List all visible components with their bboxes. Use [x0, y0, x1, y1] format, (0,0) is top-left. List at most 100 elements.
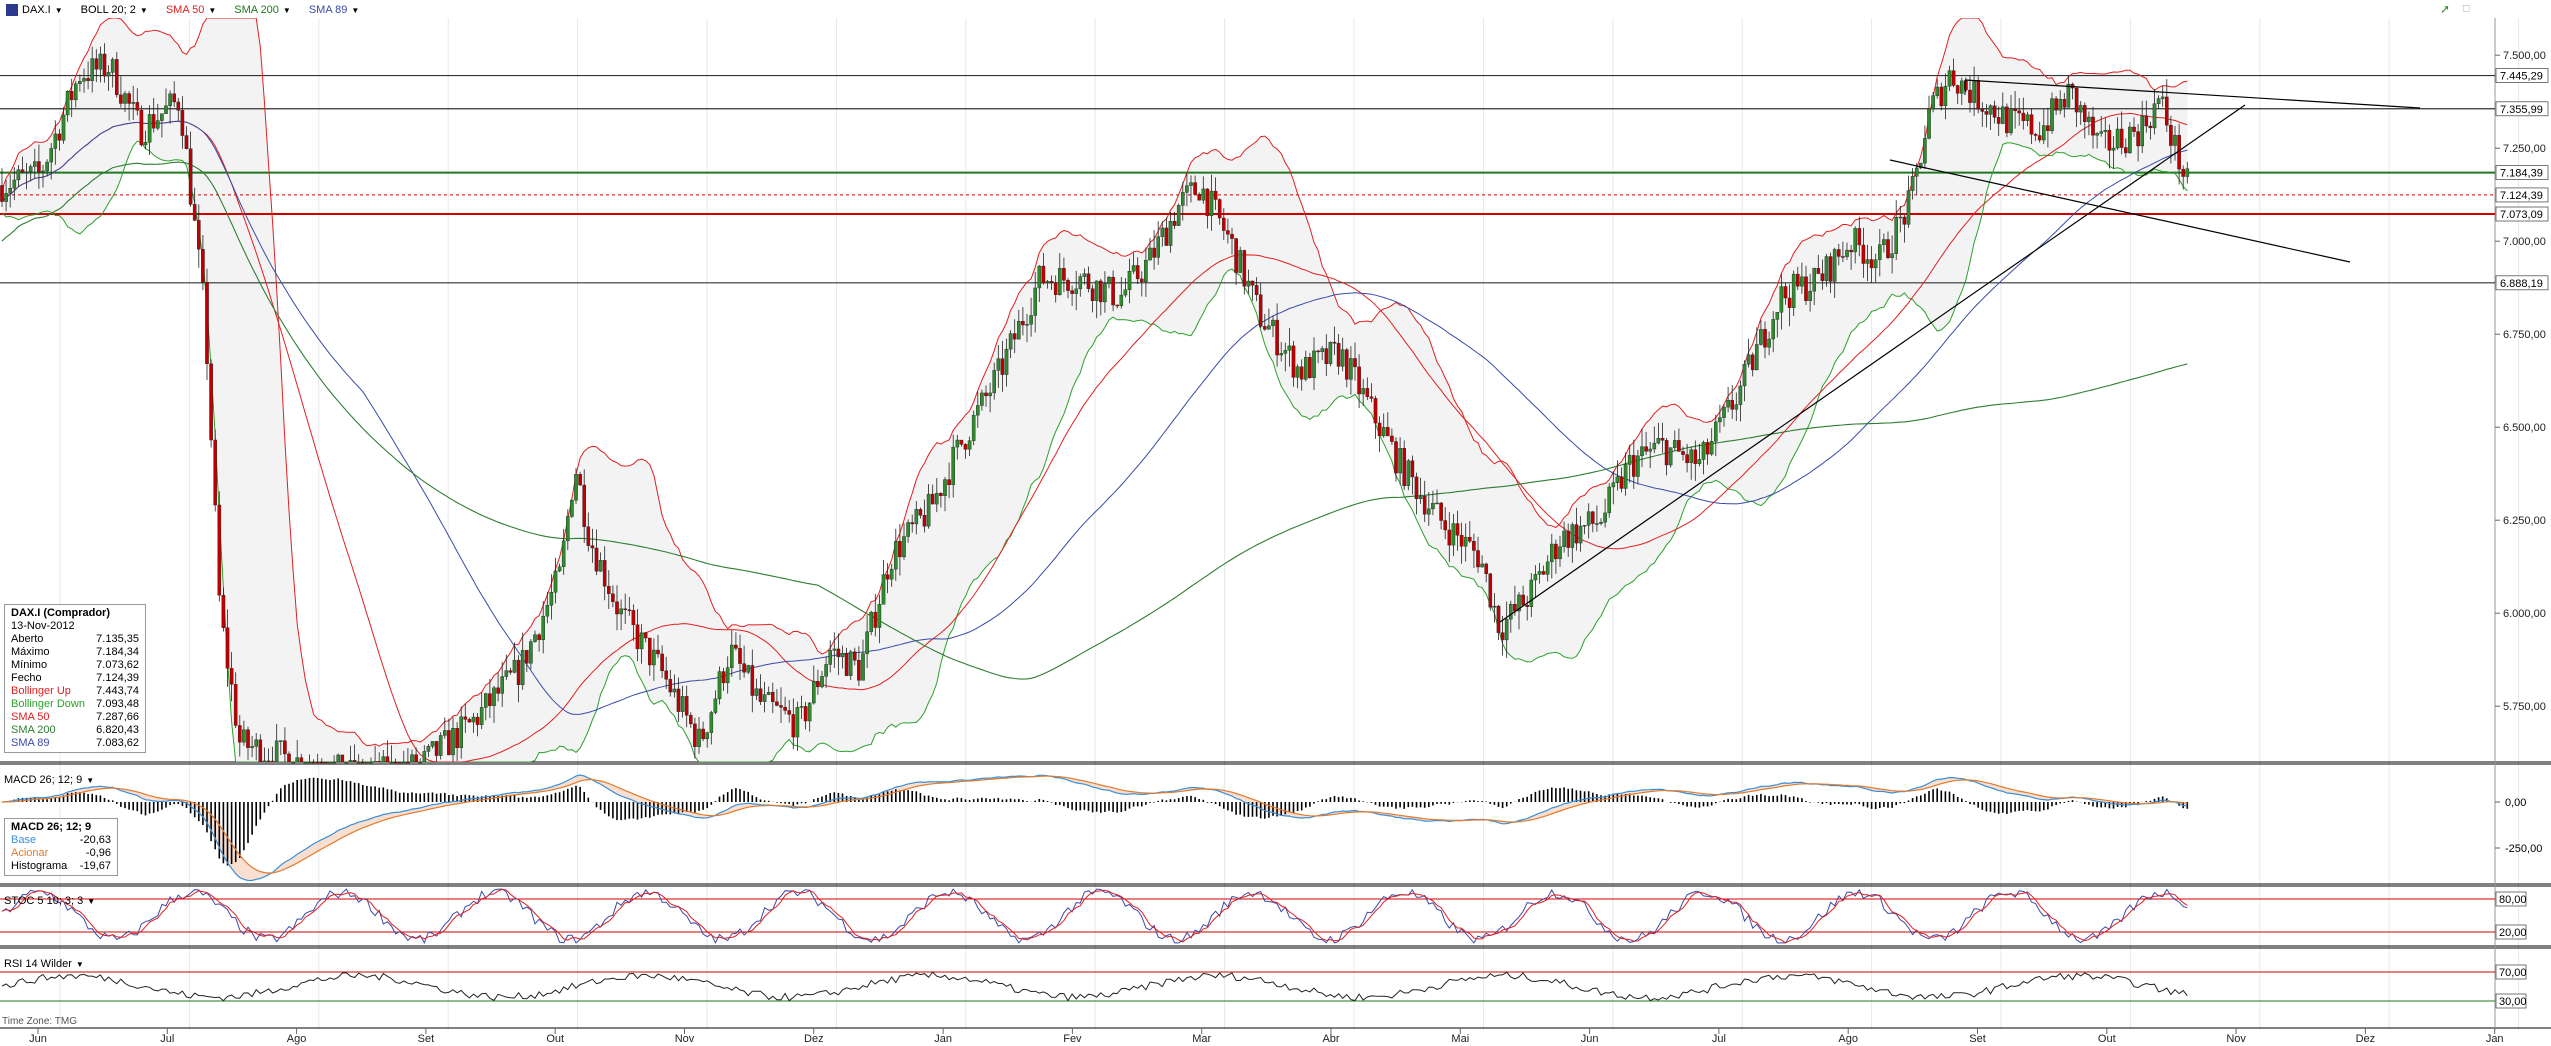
candle-body [1783, 286, 1788, 299]
candle-body [918, 509, 923, 516]
candle-body [1586, 511, 1591, 526]
price-label-box [2495, 187, 2549, 203]
candle-body [434, 741, 439, 756]
indicator-sma89[interactable]: SMA 89 ▼ [309, 4, 359, 16]
candle-body [1644, 446, 1648, 452]
candle-body [1795, 273, 1800, 287]
chart-symbol-icon [6, 4, 18, 16]
price-label-text: 7.124,39 [2500, 190, 2543, 202]
candle-body [1726, 399, 1730, 408]
candle-body [1894, 217, 1898, 254]
candle-body [45, 161, 49, 172]
candle-body [2066, 83, 2071, 108]
candle-body [660, 653, 664, 672]
candle-body [270, 760, 275, 763]
candle-body [1980, 109, 1985, 112]
candle-body [885, 574, 890, 580]
rsi-panel-label[interactable]: RSI 14 Wilder ▼ [4, 958, 84, 970]
candle-body [1492, 605, 1497, 608]
price-label-box [2495, 275, 2549, 291]
candle-body [693, 723, 697, 747]
sma50-line [1, 112, 2188, 762]
candle-body [951, 446, 955, 486]
info-row: SMA 50 7.287,66 [11, 711, 139, 724]
candle-body [914, 509, 919, 525]
candle-body [1353, 358, 1357, 368]
info-row-value: 6.820,43 [96, 724, 139, 736]
candle-body [566, 516, 570, 542]
info-row-label: Mínimo [11, 659, 48, 671]
info-row-value: 7.093,48 [96, 698, 139, 710]
indicator-sma200[interactable]: SMA 200 ▼ [234, 4, 291, 16]
candle-body [857, 660, 861, 681]
candle-body [2185, 168, 2190, 177]
candle-body [1791, 273, 1796, 308]
candle-body [1111, 276, 1115, 306]
candle-body [1053, 282, 1058, 295]
macd-y-tick-label: -250,00 [2505, 843, 2542, 855]
candle-body [1070, 290, 1074, 294]
candle-body [2087, 116, 2091, 122]
candle-body [463, 716, 468, 720]
info-row: SMA 89 7.083,62 [11, 737, 139, 750]
candle-body [225, 627, 230, 669]
candle-body [205, 282, 209, 364]
candle-body [1066, 280, 1070, 291]
candle-body [976, 405, 980, 416]
indicator-sma50[interactable]: SMA 50 ▼ [166, 4, 216, 16]
candle-body [1451, 523, 1456, 546]
candle-body [484, 693, 488, 708]
candle-body [213, 439, 218, 506]
candle-body [1631, 455, 1636, 477]
timezone-label: Time Zone: TMG [2, 1016, 78, 1027]
candle-body [1230, 233, 1234, 239]
candle-body [1914, 167, 1919, 177]
candle-body [426, 746, 431, 752]
indicator-sma200-label: SMA 200 [234, 4, 279, 16]
candle-body [615, 601, 619, 615]
macd-panel-label[interactable]: MACD 26; 12; 9 ▼ [4, 774, 94, 786]
candle-body [1595, 523, 1599, 525]
macd-base-line [1, 774, 2188, 882]
candle-body [2099, 131, 2104, 134]
candle-body [947, 479, 951, 486]
candle-body [697, 728, 701, 747]
candle-body [131, 102, 136, 104]
candle-body [1562, 530, 1566, 547]
candle-body [656, 649, 660, 655]
candle-body [648, 637, 652, 666]
candle-body [373, 760, 377, 763]
candle-body [627, 609, 632, 611]
candle-body [12, 179, 17, 189]
candle-body [1361, 388, 1365, 395]
info-row-label: SMA 200 [11, 724, 56, 736]
candle-body [939, 493, 943, 496]
candle-body [1398, 448, 1402, 474]
candle-body [1529, 579, 1534, 607]
candle-body [791, 714, 796, 738]
candle-body [2078, 105, 2083, 113]
candle-body [123, 93, 127, 104]
candle-body [1570, 524, 1575, 548]
stoc-panel-label[interactable]: STOC 5 10; 3; 3 ▼ [4, 895, 95, 907]
candle-body [262, 760, 267, 763]
symbol-selector[interactable]: DAX.I ▼ [6, 4, 63, 16]
candle-body [488, 693, 492, 706]
candle-body [590, 545, 595, 549]
candle-body [1103, 283, 1107, 303]
candle-body [1201, 188, 1206, 201]
candle-body [1037, 265, 1042, 289]
candle-body [734, 644, 738, 649]
panel-close-icon[interactable]: ◻ [2462, 3, 2471, 14]
candle-body [2128, 126, 2132, 154]
trend-tool-icon[interactable]: ➚ [2440, 2, 2451, 16]
candle-body [1094, 280, 1099, 301]
candle-body [1923, 138, 1927, 164]
candle-body [1385, 427, 1390, 437]
indicator-boll[interactable]: BOLL 20; 2 ▼ [81, 4, 148, 16]
candle-body [406, 761, 410, 764]
candle-body [1340, 349, 1345, 367]
candle-body [1381, 427, 1386, 437]
candle-body [1197, 193, 1201, 201]
candle-body [1369, 396, 1374, 399]
